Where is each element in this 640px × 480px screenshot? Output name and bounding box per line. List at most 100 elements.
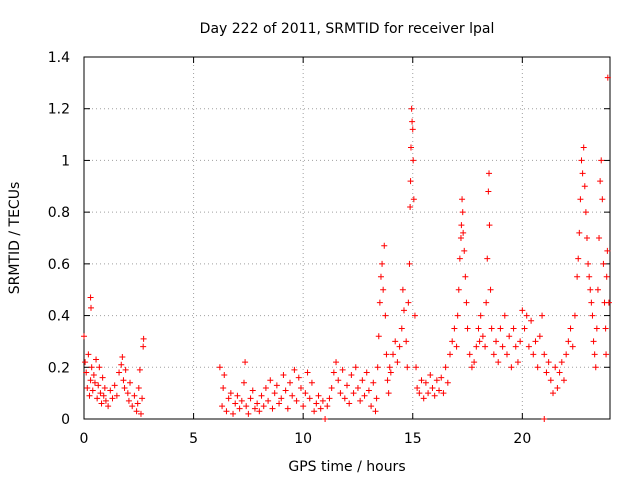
data-point <box>409 118 416 125</box>
data-point <box>238 397 245 404</box>
data-point <box>497 325 504 332</box>
data-point <box>508 364 515 371</box>
data-point <box>221 372 228 379</box>
data-point <box>260 403 267 410</box>
data-point <box>256 408 263 415</box>
data-point <box>410 157 417 164</box>
data-point <box>413 364 420 371</box>
plot-frame <box>83 56 611 420</box>
data-point <box>82 359 89 366</box>
data-point <box>488 325 495 332</box>
data-point <box>102 397 109 404</box>
data-point <box>295 374 302 381</box>
data-point <box>140 343 147 350</box>
data-point <box>100 392 107 399</box>
data-point <box>578 157 585 164</box>
data-point <box>339 366 346 373</box>
data-point <box>377 273 384 280</box>
data-point <box>471 359 478 366</box>
data-point <box>466 351 473 358</box>
data-point <box>438 374 445 381</box>
data-point <box>223 408 230 415</box>
data-point <box>386 364 393 371</box>
data-point <box>381 242 388 249</box>
data-point <box>385 390 392 397</box>
data-point <box>409 126 416 133</box>
data-point <box>394 359 401 366</box>
data-point <box>493 338 500 345</box>
data-point <box>429 384 436 391</box>
data-point <box>576 229 583 236</box>
data-point <box>404 364 411 371</box>
data-point <box>258 392 265 399</box>
data-point <box>119 353 126 360</box>
data-point <box>216 364 223 371</box>
data-point <box>560 377 567 384</box>
data-point <box>88 304 95 311</box>
data-point <box>94 395 101 402</box>
data-point <box>289 392 296 399</box>
data-point <box>569 343 576 350</box>
data-point <box>580 144 587 151</box>
data-point <box>462 273 469 280</box>
data-point <box>107 387 114 394</box>
data-point <box>234 392 241 399</box>
data-point <box>486 170 493 177</box>
data-point <box>118 361 125 368</box>
y-tick-label: 1.2 <box>48 102 70 118</box>
data-point <box>337 390 344 397</box>
data-point <box>135 384 142 391</box>
data-point <box>591 351 598 358</box>
data-point <box>457 235 464 241</box>
data-point <box>556 369 563 376</box>
axis-ticks: 0 5 10 15 20 0 0.2 0.4 0.6 0.8 1 1.2 1.4 <box>48 50 610 447</box>
y-tick-label: 0 <box>61 412 70 428</box>
data-point <box>579 170 586 177</box>
data-points <box>81 74 612 422</box>
data-point <box>486 222 493 229</box>
data-point <box>140 335 147 342</box>
data-point <box>605 299 612 306</box>
data-point <box>499 343 506 350</box>
data-point <box>251 405 258 412</box>
data-point <box>550 390 557 397</box>
data-point <box>517 338 524 345</box>
data-point <box>383 351 390 358</box>
data-point <box>592 364 599 371</box>
data-point <box>543 369 550 376</box>
data-point <box>317 405 324 412</box>
data-point <box>477 312 484 319</box>
data-point <box>600 260 607 267</box>
data-point <box>604 74 611 81</box>
data-point <box>414 384 421 391</box>
data-point <box>468 364 475 371</box>
data-point <box>447 351 454 358</box>
data-point <box>558 359 565 366</box>
data-point <box>300 403 307 410</box>
data-point <box>354 384 361 391</box>
data-point <box>455 286 462 293</box>
data-point <box>315 392 322 399</box>
data-point <box>431 392 438 399</box>
data-point <box>84 384 91 391</box>
data-point <box>547 377 554 384</box>
data-point <box>521 325 528 332</box>
data-point <box>554 384 561 391</box>
data-point <box>525 343 532 350</box>
data-point <box>90 372 97 379</box>
data-point <box>418 377 425 384</box>
data-point <box>245 410 252 417</box>
data-point <box>588 299 595 306</box>
data-point <box>563 351 570 358</box>
data-point <box>125 397 132 404</box>
x-tick-label: 15 <box>404 431 422 447</box>
data-point <box>407 203 414 210</box>
y-axis-label: SRMTID / TECUs <box>7 182 23 295</box>
data-point <box>384 377 391 384</box>
grid-lines <box>84 57 610 419</box>
data-point <box>459 209 466 216</box>
data-point <box>454 312 461 319</box>
data-point <box>463 299 470 306</box>
data-point <box>87 294 94 301</box>
data-point <box>363 369 370 376</box>
